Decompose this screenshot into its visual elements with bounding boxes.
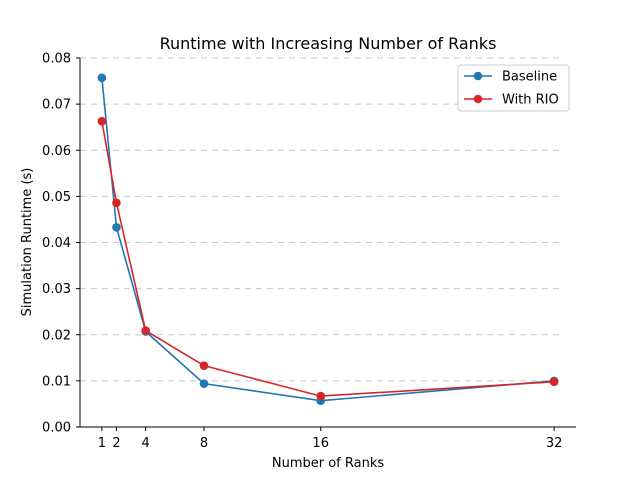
x-tick-label: 2 (112, 436, 120, 451)
data-point (97, 73, 107, 83)
y-axis-label: Simulation Runtime (s) (20, 168, 35, 317)
x-axis-ticks: 1 2 4 8 16 32 (98, 427, 563, 451)
legend-label: Baseline (502, 70, 557, 85)
x-axis-label: Number of Ranks (272, 456, 384, 471)
x-tick-label: 4 (142, 436, 150, 451)
data-point (141, 326, 150, 335)
data-point (199, 361, 209, 370)
data-point (549, 377, 559, 387)
data-point (316, 391, 326, 401)
y-tick-label: 0.08 (42, 52, 71, 67)
data-point (199, 379, 209, 388)
legend-marker (473, 94, 483, 104)
data-series (97, 73, 559, 406)
y-tick-label: 0.05 (42, 190, 71, 205)
data-point (97, 116, 107, 126)
x-tick-label: 1 (98, 436, 106, 451)
chart-title: Runtime with Increasing Number of Ranks (160, 34, 497, 53)
x-tick-label: 16 (312, 436, 329, 451)
series-line (101, 121, 555, 397)
y-tick-label: 0.04 (42, 236, 71, 251)
y-tick-label: 0.06 (42, 144, 71, 159)
series-line (101, 77, 555, 402)
grid-lines (80, 57, 562, 428)
y-tick-label: 0.00 (42, 421, 71, 436)
data-point (112, 198, 121, 208)
y-tick-label: 0.02 (42, 328, 71, 343)
y-axis-ticks: 0.00 0.01 0.02 0.03 0.04 0.05 0.06 0.07 0.08 (42, 52, 80, 436)
x-tick-label: 8 (200, 436, 208, 451)
x-tick-label: 32 (546, 436, 563, 451)
legend: Baseline With RIO (457, 64, 570, 112)
legend-marker (473, 71, 483, 81)
legend-label: With RIO (502, 93, 559, 108)
data-point (112, 222, 121, 232)
y-tick-label: 0.07 (42, 98, 71, 113)
series-with-rio (97, 116, 559, 401)
y-tick-label: 0.01 (42, 374, 71, 389)
series-baseline (97, 73, 559, 406)
y-tick-label: 0.03 (42, 282, 71, 297)
